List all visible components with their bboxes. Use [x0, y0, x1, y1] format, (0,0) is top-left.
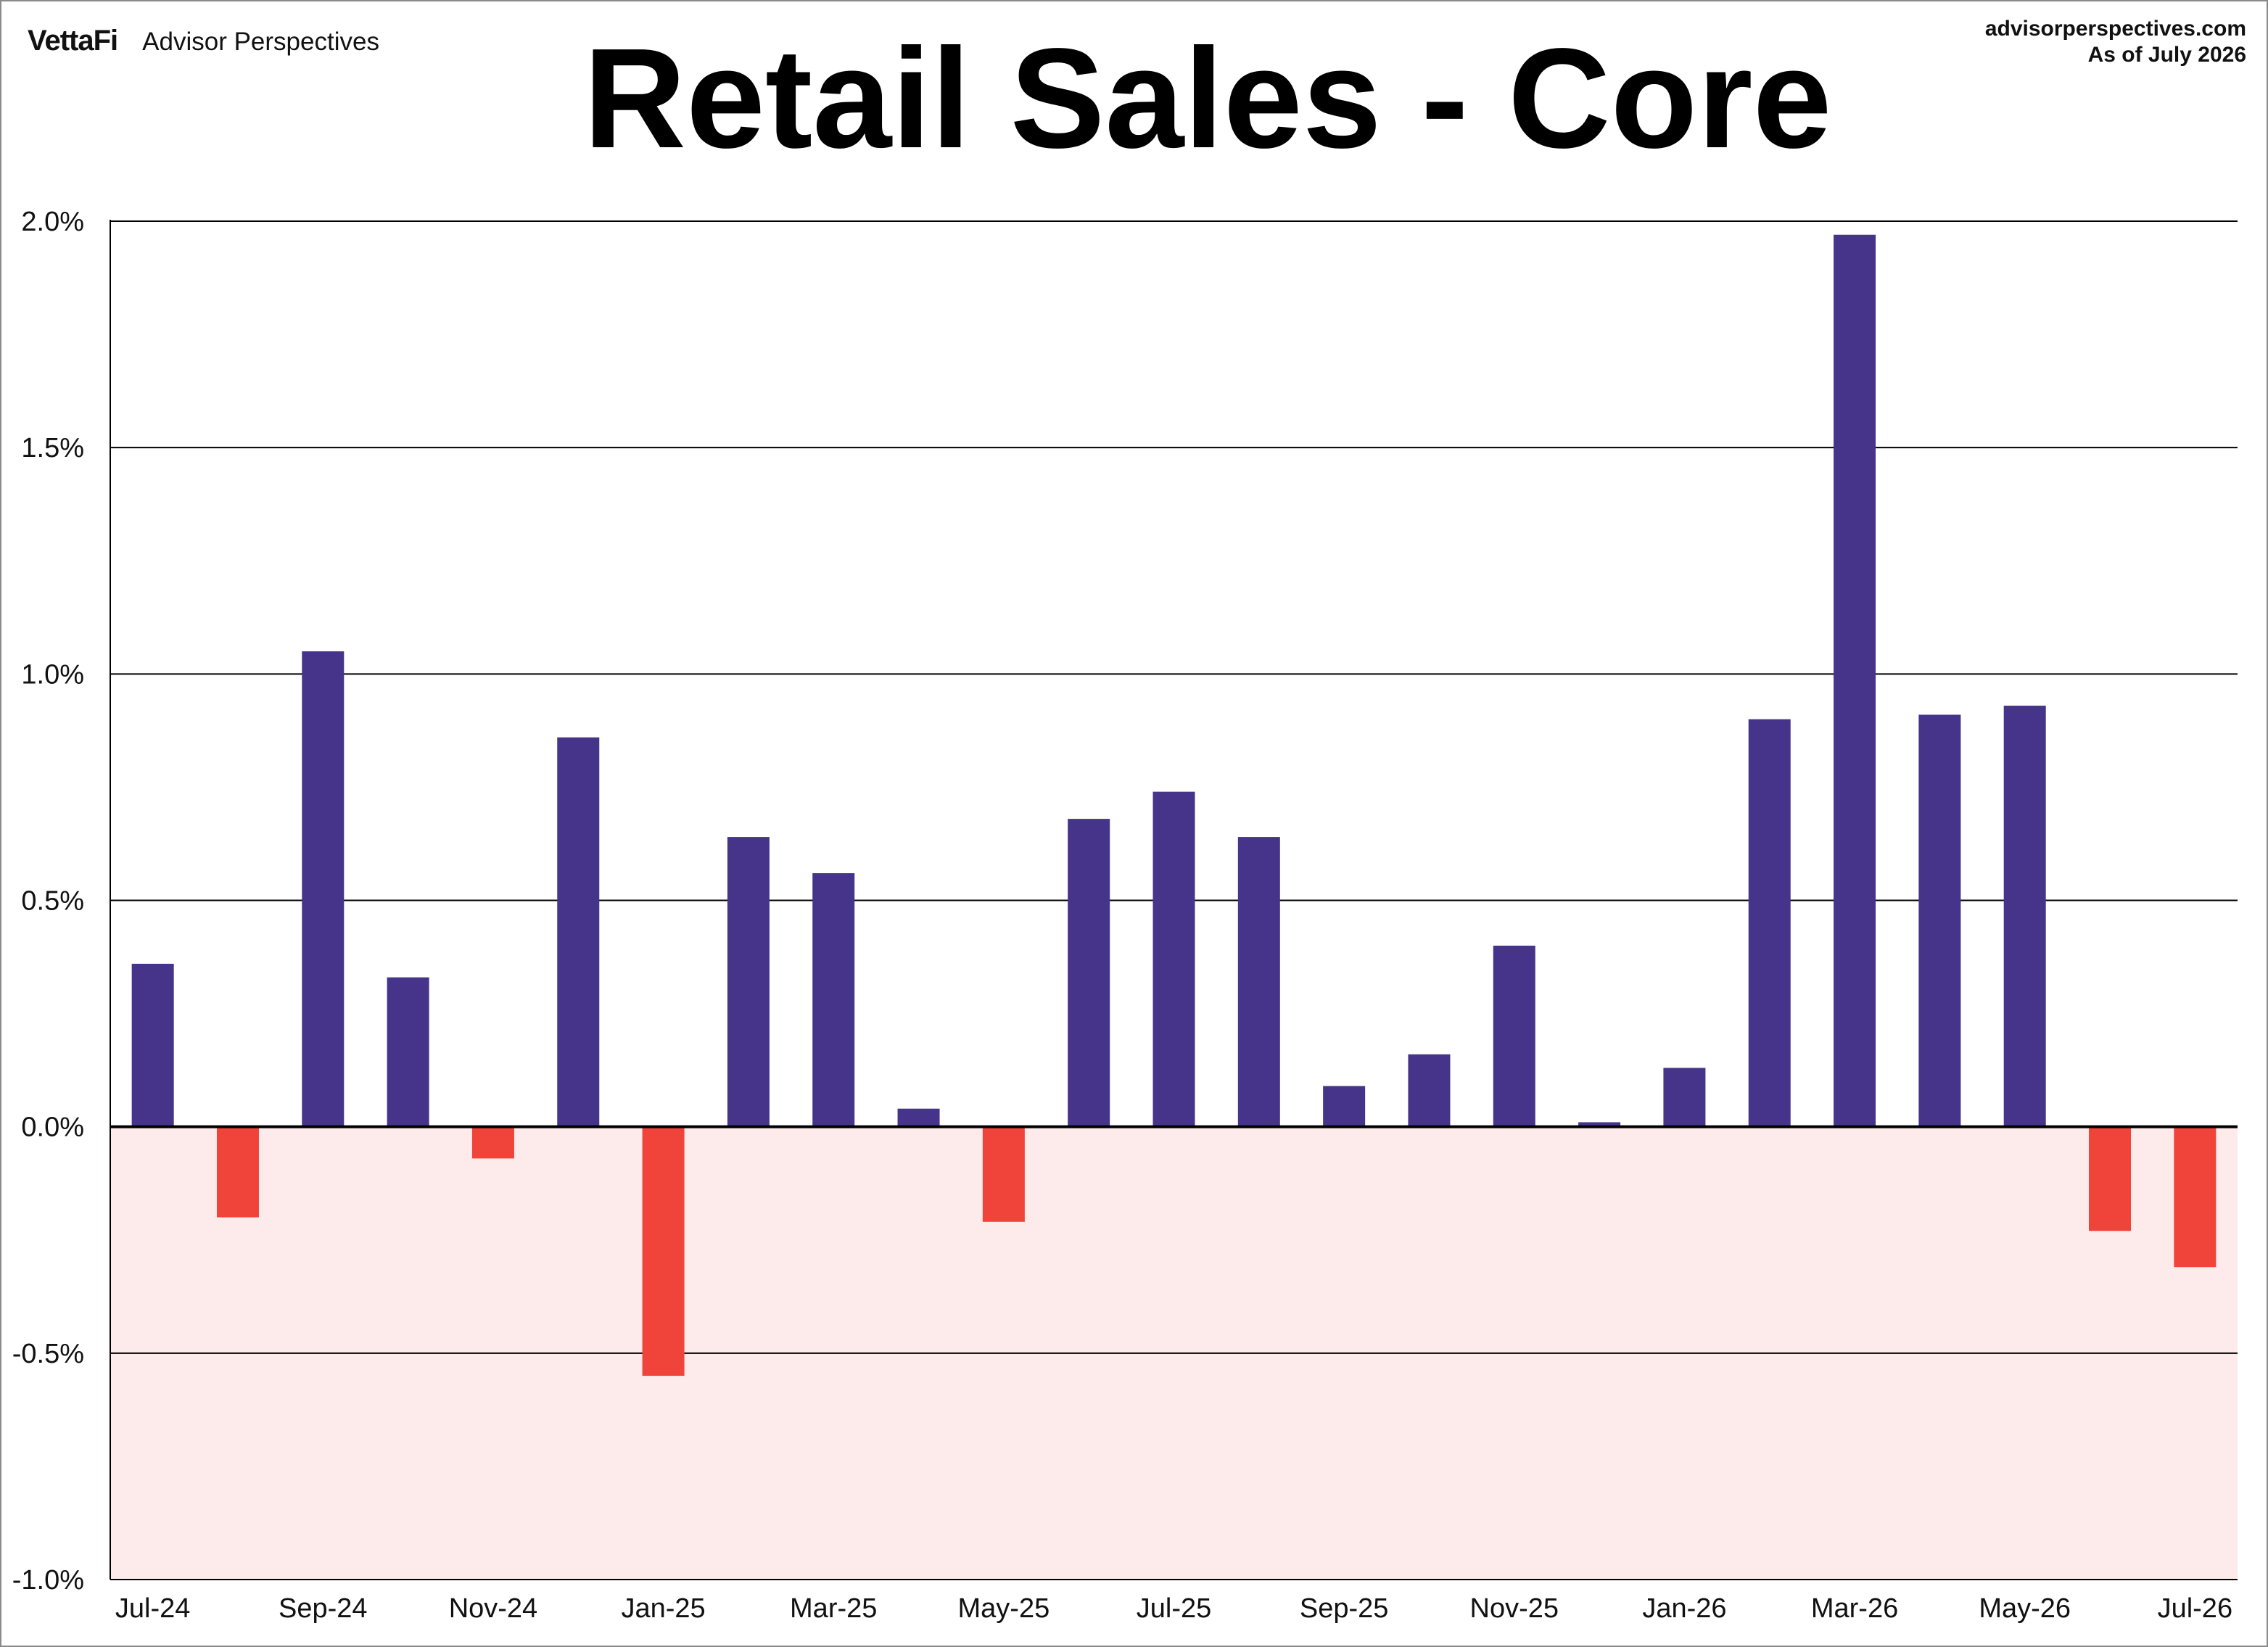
x-tick-label: Jul-26 [2158, 1593, 2233, 1624]
source-block: advisorperspectives.com As of July 2026 [1985, 16, 2246, 68]
x-tick-label: Jul-25 [1137, 1593, 1212, 1624]
bar-jul-26 [2174, 1126, 2217, 1268]
as-of-date: As of July 2026 [2087, 43, 2246, 67]
y-tick-label: 0.0% [21, 1113, 84, 1143]
chart-title: Retail Sales - Core [583, 19, 1832, 178]
bar-oct-24 [387, 977, 429, 1127]
bar-nov-24 [471, 1126, 514, 1159]
bar-dec-25 [1578, 1122, 1621, 1127]
brand-header: VettaFi Advisor Perspectives [28, 25, 379, 57]
bar-jul-24 [131, 963, 174, 1127]
source-site: advisorperspectives.com [1984, 17, 2246, 41]
bar-jan-26 [1663, 1068, 1706, 1127]
brand-name: Advisor Perspectives [142, 28, 379, 56]
x-tick-label: Mar-25 [790, 1593, 877, 1624]
bar-sep-24 [302, 651, 345, 1127]
y-tick-label: 1.5% [21, 433, 84, 463]
x-tick-label: Jan-25 [621, 1593, 705, 1624]
bar-may-25 [982, 1126, 1025, 1222]
bar-apr-26 [1918, 714, 1961, 1127]
bar-jun-25 [1068, 819, 1110, 1127]
bar-oct-25 [1408, 1054, 1451, 1127]
bar-dec-24 [557, 737, 600, 1127]
x-tick-label: Mar-26 [1811, 1593, 1898, 1624]
bar-jun-26 [2089, 1126, 2132, 1231]
bar-mar-25 [812, 873, 855, 1127]
bar-may-26 [2003, 706, 2046, 1127]
x-tick-label: Jul-24 [115, 1593, 191, 1624]
x-tick-label: Jan-26 [1642, 1593, 1726, 1624]
x-tick-label: Sep-25 [1300, 1593, 1389, 1624]
bar-jul-25 [1152, 791, 1195, 1127]
y-tick-label: 1.0% [21, 659, 84, 690]
x-tick-label: May-25 [958, 1593, 1050, 1624]
y-tick-label: 2.0% [21, 207, 84, 237]
bar-aug-24 [216, 1126, 259, 1218]
x-tick-label: Nov-24 [449, 1593, 538, 1624]
bar-sep-25 [1323, 1086, 1366, 1127]
y-tick-label: -1.0% [12, 1565, 84, 1596]
x-tick-label: Nov-25 [1470, 1593, 1559, 1624]
vettafi-logo: VettaFi [28, 25, 118, 57]
bar-feb-25 [727, 837, 770, 1127]
bar-mar-26 [1834, 234, 1876, 1127]
bar-jan-25 [642, 1126, 685, 1376]
bar-feb-26 [1748, 719, 1791, 1127]
x-tick-label: May-26 [1979, 1593, 2071, 1624]
bar-apr-25 [897, 1108, 940, 1127]
bar-nov-25 [1493, 945, 1535, 1127]
y-tick-label: -0.5% [12, 1339, 84, 1369]
y-tick-label: 0.5% [21, 886, 84, 917]
x-tick-label: Sep-24 [279, 1593, 368, 1624]
bar-aug-25 [1237, 837, 1280, 1127]
